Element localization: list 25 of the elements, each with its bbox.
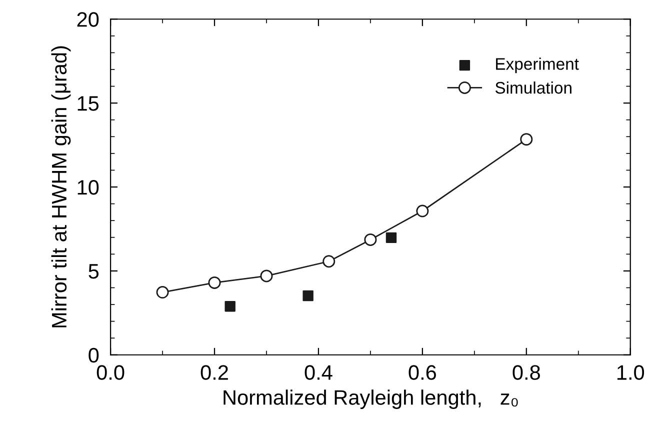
point: [364, 233, 377, 246]
point: [416, 204, 429, 218]
y-tick-label: 15: [78, 96, 99, 111]
x-tick-label: 0.6: [408, 365, 436, 380]
point: [302, 290, 314, 302]
x-axis-title: Normalized Rayleigh length, z₀: [224, 390, 518, 409]
y-tick-label: 0: [88, 348, 99, 363]
legend-label: Experiment: [496, 58, 579, 74]
x-tick-label: 0.0: [96, 365, 124, 380]
x-tick-label: 1.0: [617, 365, 644, 380]
point: [520, 133, 533, 146]
x-tick-label: 0.2: [200, 365, 228, 380]
x-tick-label: 0.8: [512, 365, 540, 380]
point: [260, 270, 273, 282]
y-tick-label: 10: [78, 180, 99, 195]
y-axis-title: Mirror tilt at HWHM gain (μrad): [51, 46, 71, 328]
y-tick-label: 20: [77, 12, 99, 27]
x-tick-label: 0.4: [304, 365, 332, 380]
legend-label: Simulation: [495, 81, 572, 94]
point: [156, 286, 169, 299]
point: [386, 232, 397, 244]
point: [322, 255, 336, 268]
y-tick-label: 5: [88, 264, 99, 279]
point: [224, 301, 236, 312]
point: [208, 276, 221, 289]
